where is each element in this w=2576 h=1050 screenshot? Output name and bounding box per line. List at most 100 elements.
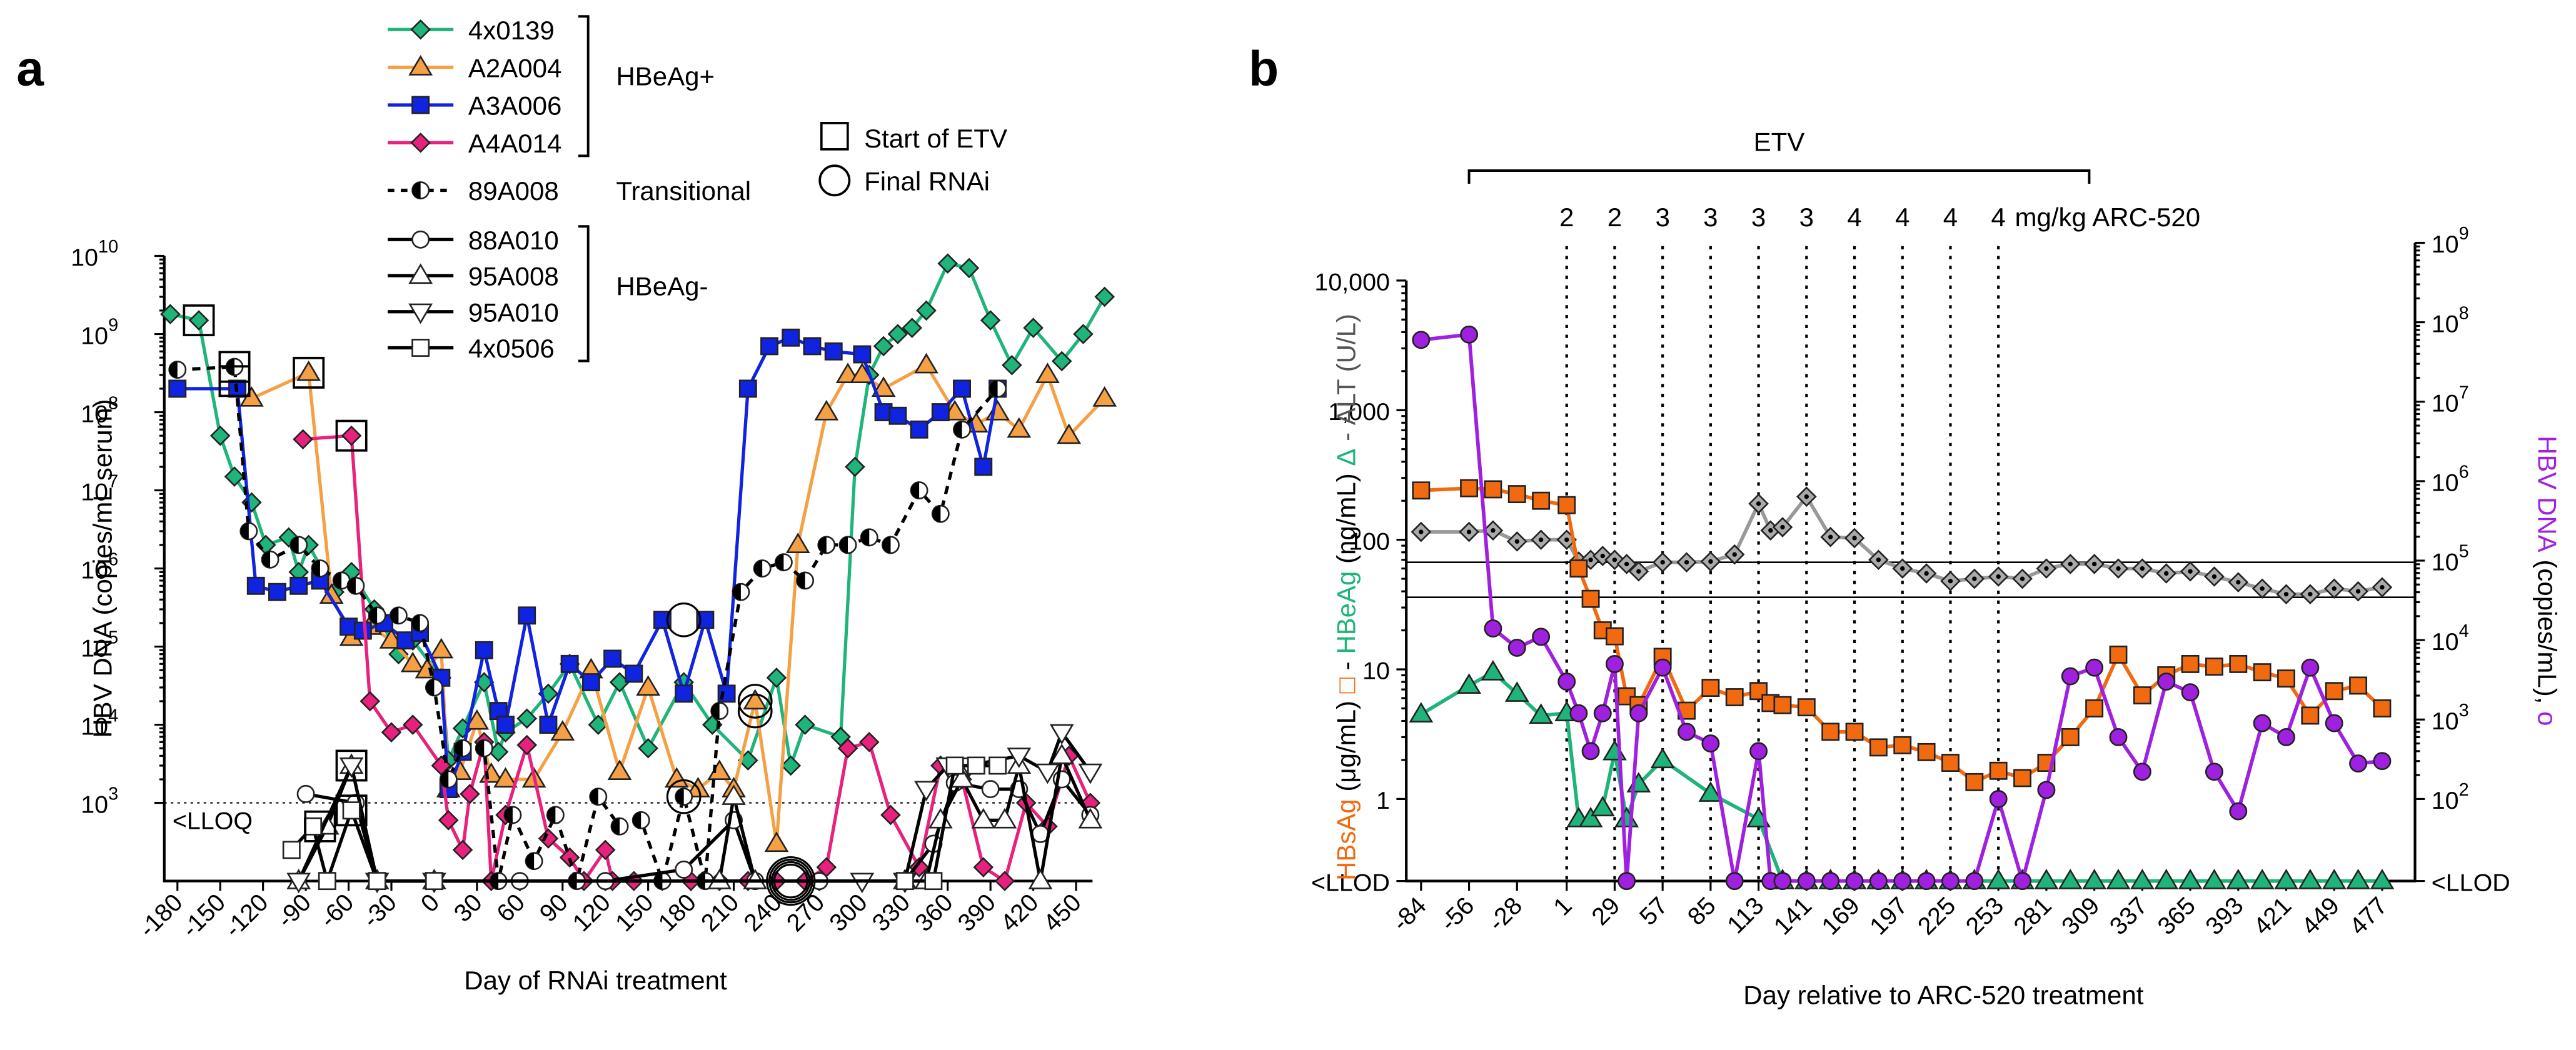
data-point-4x0139 <box>1094 286 1115 308</box>
data-point-A4A014 <box>908 857 930 878</box>
data-point-95A010 <box>339 757 364 778</box>
left-y-axis-label-part: - ALT (U/L) <box>1332 314 1361 448</box>
data-point-4x0139 <box>1023 318 1044 338</box>
final-rnai-marker <box>666 779 702 814</box>
x-tick-label: -30 <box>357 889 401 933</box>
data-point-89A008-fill <box>633 812 641 829</box>
data-point-89A008-fill <box>882 536 891 554</box>
data-point-89A008-fill <box>611 818 620 835</box>
data-point-A3A006 <box>268 582 286 601</box>
data-point-HBV-DNA <box>1773 872 1792 891</box>
data-point-HBV-DNA <box>1593 704 1612 722</box>
right-y-tick-label: 109 <box>2432 224 2469 258</box>
data-point-HBsAg <box>2061 728 2080 746</box>
legend-a: 4x0139 A2A004 A3A006 A4A014 89A008 88A010 95A0… <box>388 15 1007 363</box>
data-point-A2A004 <box>296 360 321 381</box>
data-point-HBeAg <box>1602 739 1627 761</box>
data-point-HBeAg <box>2058 868 2083 889</box>
data-point-HBV-DNA <box>2253 714 2272 732</box>
legend-circle-icon <box>818 164 851 197</box>
dose-label: 3 <box>1703 202 1718 232</box>
data-point-A3A006 <box>539 716 558 734</box>
data-point-HBV-DNA <box>1678 722 1696 741</box>
y-tick-label: 103 <box>81 784 118 818</box>
data-point-4x0506 <box>282 841 301 859</box>
dose-label: 4 <box>1895 202 1909 232</box>
data-point-95A008 <box>1028 868 1053 889</box>
data-point-95A008 <box>722 784 746 805</box>
x-tick-label: 141 <box>1769 892 1818 941</box>
data-point-ALT-dot <box>1588 558 1593 562</box>
x-tick-label: 360 <box>910 889 958 938</box>
data-point-HBV-DNA <box>2085 658 2104 677</box>
data-point-HBV-DNA <box>1893 872 1912 891</box>
data-point-A3A006 <box>289 576 308 595</box>
data-point-HBsAg <box>1893 736 1912 754</box>
x-tick-label: 120 <box>567 889 616 938</box>
data-point-4x0139 <box>873 336 894 357</box>
data-point-HBV-DNA <box>1749 742 1768 761</box>
data-point-ALT-dot <box>1612 558 1618 562</box>
x-tick-label: 225 <box>1913 892 1961 941</box>
data-point-ALT-dot <box>2068 561 2073 567</box>
data-point-HBV-DNA <box>1989 789 2008 808</box>
y-tick-label: 1010 <box>71 237 118 271</box>
data-point-HBV-DNA <box>2133 762 2151 781</box>
data-point-HBeAg <box>1986 868 2011 889</box>
data-point-ALT-dot <box>2260 586 2265 591</box>
data-point-A3A006 <box>974 458 993 476</box>
data-point-4x0506 <box>895 872 914 891</box>
data-point-HBV-DNA <box>1797 872 1816 891</box>
panel-b-chart: <LLOD 1 10 100 1,000 10,000 <LLOD 102 103 104 105 1… <box>1311 128 2562 1010</box>
data-point-89A008-fill <box>261 551 271 568</box>
right-y-tick-label: 102 <box>2432 780 2469 814</box>
x-tick-label: 197 <box>1864 892 1913 941</box>
data-point-89A008-fill <box>711 702 720 719</box>
x-tick-label: -60 <box>314 889 359 933</box>
dose-label: 4 <box>1847 202 1861 232</box>
data-point-89A008-fill <box>426 679 435 696</box>
x-tick-label: 337 <box>2105 892 2153 941</box>
data-point-95A008 <box>950 767 974 788</box>
x-tick-label: 393 <box>2200 892 2249 941</box>
legend-square-icon <box>820 122 849 151</box>
data-point-A4A014 <box>341 425 362 446</box>
data-point-ALT-dot <box>2044 566 2049 571</box>
y-tick-label: 109 <box>81 315 118 349</box>
data-point-4x0506 <box>318 872 336 891</box>
legend-rnai-label: Final RNAi <box>864 167 990 196</box>
data-point-4x0139 <box>958 258 980 279</box>
data-point-HBeAg <box>1409 702 1434 723</box>
data-point-A2A004 <box>465 709 490 730</box>
data-point-HBeAg <box>1590 796 1615 817</box>
dose-label: 4 <box>1991 202 2006 232</box>
x-tick-label: -84 <box>1387 892 1431 936</box>
x-tick-label: 180 <box>653 889 702 938</box>
data-point-89A008-fill <box>861 529 870 546</box>
data-point-HBsAg <box>2349 676 2368 695</box>
data-point-HBV-DNA <box>1532 628 1551 646</box>
right-y-tick-label: 107 <box>2432 383 2469 418</box>
final-rnai-marker <box>770 861 811 901</box>
data-point-HBV-DNA <box>2373 752 2392 771</box>
data-point-HBeAg <box>2226 868 2251 889</box>
data-point-A3A006 <box>581 673 600 692</box>
legend-marker-95A008 <box>408 263 433 284</box>
data-point-A3A006 <box>888 406 907 425</box>
data-point-89A008-fill <box>240 522 249 540</box>
left-y-axis-label-part: Δ <box>1332 449 1361 466</box>
data-point-HBsAg <box>2109 645 2128 664</box>
data-point-ALT-dot <box>1828 534 1833 539</box>
series-line-A4A014 <box>303 434 1092 884</box>
data-point-HBsAg <box>1821 722 1840 741</box>
etv-label: ETV <box>1754 128 1805 157</box>
final-rnai-marker <box>737 693 773 729</box>
data-point-89A008-fill <box>910 482 920 499</box>
legend-marker-4x0139 <box>410 19 431 40</box>
data-point-ALT-dot <box>1876 558 1881 562</box>
final-rnai-marker <box>768 858 813 904</box>
data-point-A2A004 <box>493 767 518 788</box>
data-point-89A008-fill <box>454 740 463 757</box>
right-y-tick-label: 104 <box>2432 621 2469 656</box>
etv-start-marker <box>335 794 368 827</box>
